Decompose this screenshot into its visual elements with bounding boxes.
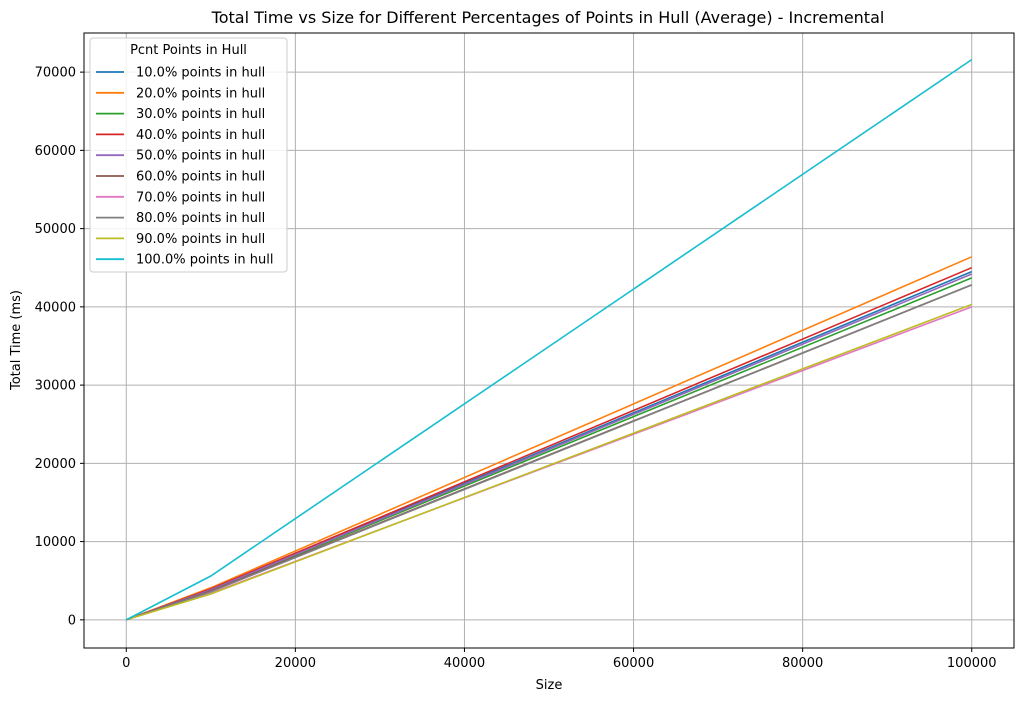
y-tick-label: 70000 (35, 66, 76, 81)
y-axis-label: Total Time (ms) (9, 290, 24, 391)
x-tick-label: 80000 (782, 656, 823, 671)
y-tick-label: 0 (68, 613, 76, 628)
legend-entry-label: 70.0% points in hull (136, 190, 265, 205)
chart-title: Total Time vs Size for Different Percent… (211, 8, 885, 27)
legend: Pcnt Points in Hull 10.0% points in hull 2… (89, 37, 288, 273)
y-axis: 0 10000 20000 30000 40000 50000 60000 70000 (35, 66, 84, 628)
legend-entry-label: 50.0% points in hull (136, 149, 265, 164)
x-tick-label: 0 (122, 656, 130, 671)
x-axis-label: Size (536, 678, 563, 693)
x-tick-label: 40000 (444, 656, 485, 671)
x-tick-label: 60000 (613, 656, 654, 671)
legend-entry-label: 100.0% points in hull (136, 253, 273, 268)
series-line (126, 256, 973, 621)
y-tick-label: 10000 (35, 535, 76, 550)
series-line (125, 58, 973, 621)
series-line (126, 303, 972, 621)
legend-entry-label: 20.0% points in hull (136, 86, 265, 101)
y-tick-label: 20000 (35, 457, 76, 472)
legend-entry-label: 10.0% points in hull (136, 66, 265, 81)
y-tick-label: 30000 (35, 379, 76, 394)
x-axis: 0 20000 40000 60000 80000 100000 (122, 648, 997, 671)
legend-entry-label: 30.0% points in hull (136, 107, 265, 122)
x-tick-label: 20000 (275, 656, 316, 671)
y-tick-label: 60000 (35, 144, 76, 159)
series-lines (125, 58, 973, 621)
plot-frame (83, 32, 1015, 649)
x-tick-label: 100000 (947, 656, 997, 671)
legend-entry-label: 80.0% points in hull (136, 211, 265, 226)
legend-box (89, 37, 288, 273)
y-tick-label: 50000 (35, 222, 76, 237)
series-line (126, 266, 973, 621)
y-tick-label: 40000 (35, 300, 76, 315)
legend-entry-label: 60.0% points in hull (136, 170, 265, 185)
legend-entry-label: 40.0% points in hull (136, 128, 265, 143)
legend-entry-label: 90.0% points in hull (136, 232, 265, 247)
legend-title: Pcnt Points in Hull (130, 43, 247, 58)
